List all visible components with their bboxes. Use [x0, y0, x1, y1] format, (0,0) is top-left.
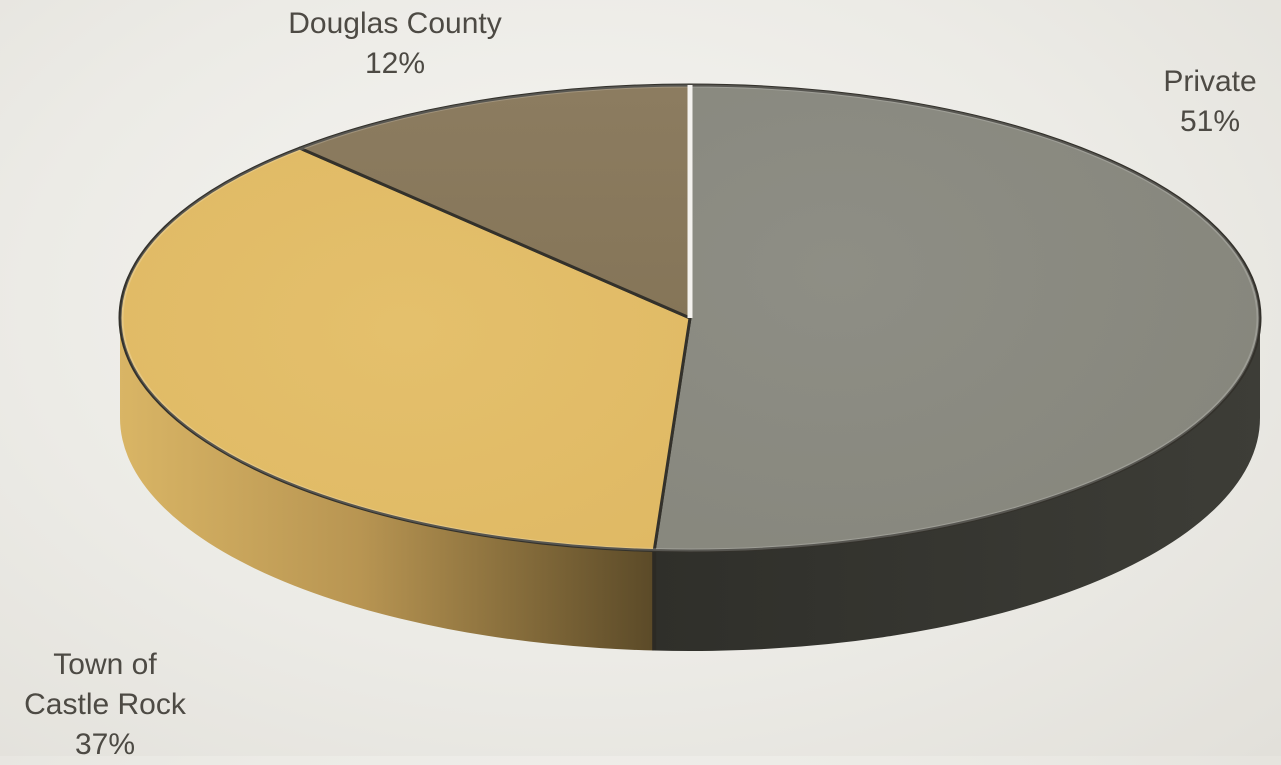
pie-side-town-of-castle-rock — [120, 318, 655, 651]
pie-side-private — [654, 318, 1261, 651]
data-label-private: Private 51% — [1140, 62, 1280, 142]
data-label-town-line-2: Castle Rock — [24, 688, 186, 721]
data-label-town-percent: 37% — [74, 728, 136, 761]
data-label-douglas-county-name: Douglas County — [288, 7, 502, 40]
data-label-private-percent: 51% — [1179, 105, 1241, 138]
data-label-private-name: Private — [1163, 65, 1257, 98]
data-label-douglas-county: Douglas County 12% — [260, 4, 530, 84]
pie-rim-highlight — [120, 84, 1260, 552]
pie-slice-douglas-county — [298, 83, 692, 320]
pie-slice-town-of-castle-rock — [118, 146, 692, 553]
pie-slice-private — [652, 83, 1262, 553]
data-label-douglas-county-percent: 12% — [364, 47, 426, 80]
data-label-town-of-castle-rock: Town of Castle Rock 37% — [0, 645, 210, 765]
data-label-town-line-1: Town of — [53, 648, 157, 681]
